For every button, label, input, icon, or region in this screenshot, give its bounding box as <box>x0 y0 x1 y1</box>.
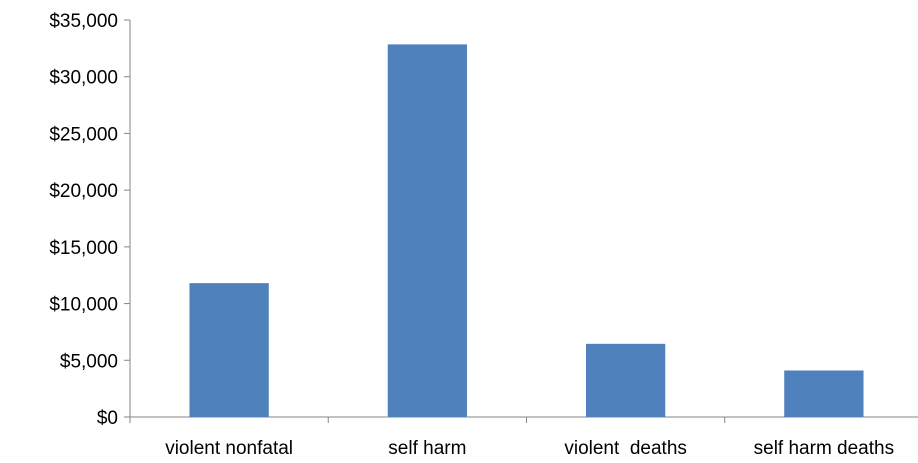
x-category-label: self harm <box>388 438 466 459</box>
bar <box>387 44 468 417</box>
x-axis <box>129 416 918 423</box>
y-tick-label: $0 <box>97 408 118 429</box>
x-category-label: self harm deaths <box>754 438 894 459</box>
y-tick-label: $15,000 <box>49 238 118 259</box>
x-category-label: violent deaths <box>564 438 687 459</box>
y-tick-label: $5,000 <box>60 351 118 372</box>
y-tick-label: $25,000 <box>49 124 118 145</box>
y-tick-label: $20,000 <box>49 181 118 202</box>
bar <box>585 343 666 417</box>
bars <box>189 44 864 417</box>
y-tick-label: $35,000 <box>49 11 118 32</box>
y-axis: $0 $5,000 $10,000 $15,000 $20,000 $25,000 $30,… <box>49 11 131 429</box>
x-category-label: violent nonfatal <box>165 438 293 459</box>
y-tick-label: $30,000 <box>49 68 118 89</box>
category-labels: violent nonfatal self harm violent deaths s… <box>165 438 894 459</box>
bar <box>189 283 269 417</box>
y-tick-label: $10,000 <box>49 295 118 316</box>
bar <box>784 370 864 417</box>
